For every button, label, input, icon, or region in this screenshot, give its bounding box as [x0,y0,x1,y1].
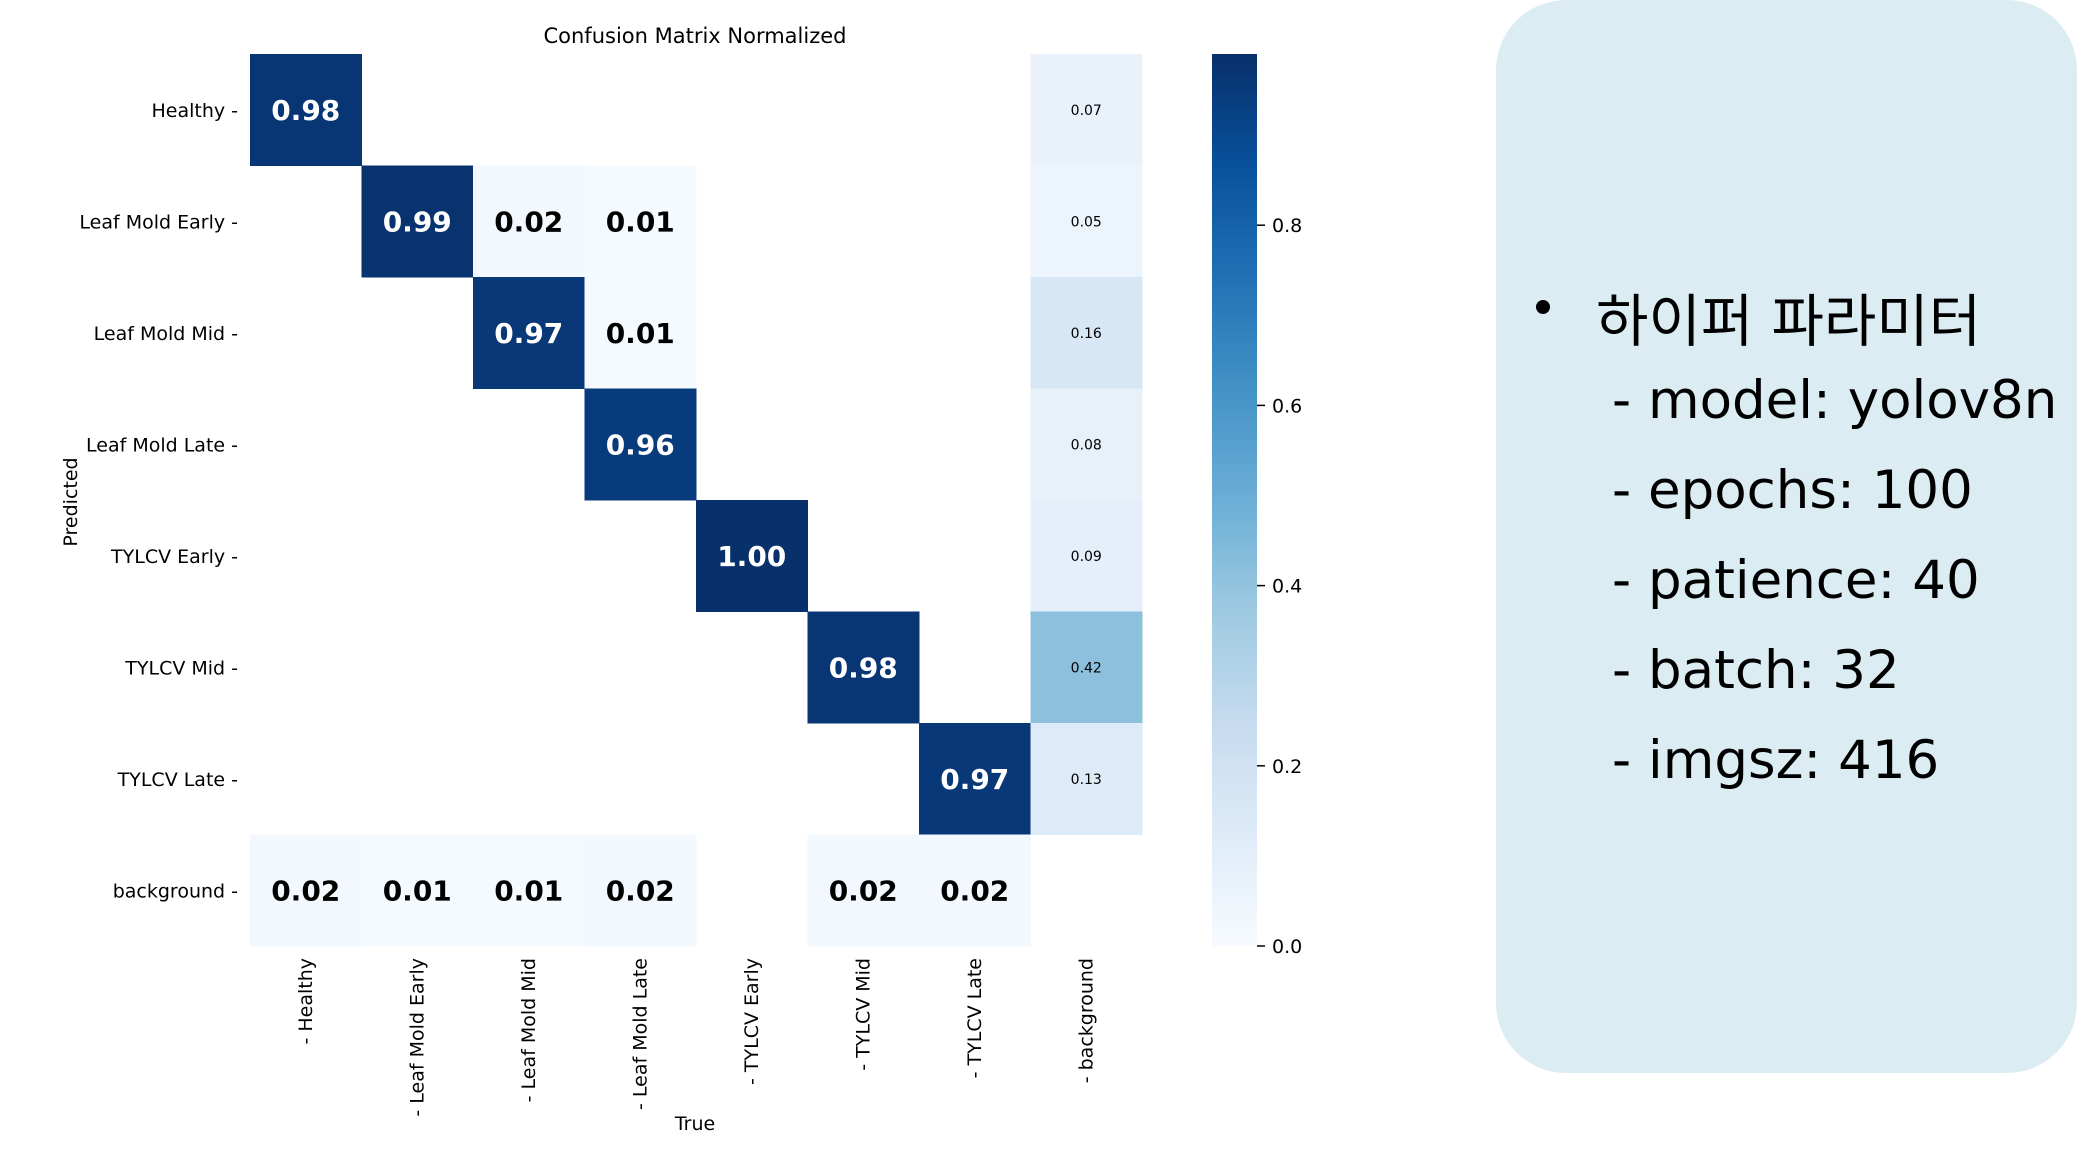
heatmap-cells: 0.98 0.07 0.99 0.02 0.01 0.05 0.97 0.01 0.16 0.96… [250,54,1143,947]
confusion-matrix-chart: Confusion Matrix Normalized 0.98 0.07 0.99… [60,24,1302,1135]
y-tick-label: Leaf Mold Mid - [94,323,238,345]
heatmap-cell [1030,500,1143,612]
heatmap-cell [1030,165,1143,278]
cell-value-label: 0.01 [383,874,452,907]
heatmap-cell [919,723,1031,835]
param-epochs: - epochs: 100 [1612,460,1973,521]
cell-value-label: 1.00 [717,540,786,573]
colorbar-tick-label: 0.2 [1272,756,1302,778]
heatmap-cell [584,165,697,278]
cell-value-label: 0.02 [606,874,675,907]
heatmap-cell [696,500,808,612]
x-tick-label: - Leaf Mold Early [406,958,428,1117]
param-model: - model: yolov8n [1612,370,2058,431]
heatmap-cell [250,834,362,947]
heatmap-cell [361,165,474,278]
cell-value-label: 0.13 [1071,772,1102,788]
heatmap-cell [919,834,1031,947]
param-batch: - batch: 32 [1612,640,1900,701]
cell-value-label: 0.42 [1071,660,1102,676]
cell-value-label: 0.16 [1071,326,1102,342]
y-tick-label: TYLCV Early - [110,546,238,568]
heatmap-cell [473,834,585,947]
heatmap-cell [584,277,697,389]
x-tick-label: - TYLCV Early [741,958,763,1085]
y-tick-label: Leaf Mold Early - [79,211,238,233]
x-tick-label: - Healthy [295,958,317,1045]
heatmap-cell [473,277,585,389]
heatmap-cell [1030,54,1143,166]
cell-value-label: 0.07 [1071,103,1102,119]
param-patience: - patience: 40 [1612,550,1980,611]
cell-value-label: 0.98 [829,651,898,684]
colorbar-tick-label: 0.8 [1272,215,1302,237]
y-tick-label: TYLCV Late - [117,769,238,791]
cell-value-label: 0.97 [940,763,1009,796]
x-axis-label: True [674,1113,715,1135]
chart-title: Confusion Matrix Normalized [543,24,846,48]
heatmap-cell [807,834,920,947]
colorbar-tick-label: 0.6 [1272,395,1302,417]
x-tick-label: - TYLCV Mid [852,958,874,1071]
heatmap-cell [1030,723,1143,835]
x-tick-label: - Leaf Mold Mid [518,958,540,1102]
heatmap-cell [361,834,474,947]
colorbar-ticks: 0.0 0.2 0.4 0.6 0.8 [1257,215,1302,958]
cell-value-label: 0.96 [606,428,675,461]
heatmap-cell [584,834,697,947]
cell-value-label: 0.99 [383,205,452,238]
y-axis-label: Predicted [60,457,82,546]
y-tick-labels: Healthy - Leaf Mold Early - Leaf Mold Mid … [79,100,238,903]
cell-value-label: 0.01 [606,205,675,238]
x-tick-label: - background [1075,958,1097,1083]
y-tick-label: background - [113,880,238,902]
hyperparameter-panel: 하이퍼 파라미터 - model: yolov8n - epochs: 100 … [1496,0,2077,1073]
colorbar [1212,54,1257,946]
x-tick-label: - Leaf Mold Late [629,958,651,1110]
cell-value-label: 0.02 [494,205,563,238]
cell-value-label: 0.08 [1071,437,1102,453]
cell-value-label: 0.02 [271,874,340,907]
y-tick-label: Leaf Mold Late - [86,434,238,456]
cell-value-label: 0.02 [940,874,1009,907]
cell-value-label: 0.09 [1071,549,1102,565]
heatmap-cell [473,165,585,278]
y-tick-label: TYLCV Mid - [124,657,238,679]
cell-value-label: 0.98 [271,94,340,127]
cell-value-label: 0.01 [494,874,563,907]
cell-value-label: 0.02 [829,874,898,907]
colorbar-tick-label: 0.0 [1272,936,1302,958]
cell-value-label: 0.01 [606,317,675,350]
heatmap-cell [807,611,920,724]
heatmap-cell [250,54,362,166]
bullet-icon [1536,300,1550,314]
heatmap-cell [584,388,697,501]
colorbar-tick-label: 0.4 [1272,576,1302,598]
param-imgsz: - imgsz: 416 [1612,730,1940,791]
panel-heading: 하이퍼 파라미터 [1596,289,1982,355]
heatmap-cell [1030,388,1143,501]
heatmap-cell [1030,277,1143,389]
x-tick-label: - TYLCV Late [964,958,986,1078]
heatmap-cell [1030,611,1143,724]
y-tick-label: Healthy - [151,100,238,122]
cell-value-label: 0.05 [1071,214,1102,230]
cell-value-label: 0.97 [494,317,563,350]
x-tick-labels: - Healthy - Leaf Mold Early - Leaf Mold Mi… [295,958,1098,1117]
